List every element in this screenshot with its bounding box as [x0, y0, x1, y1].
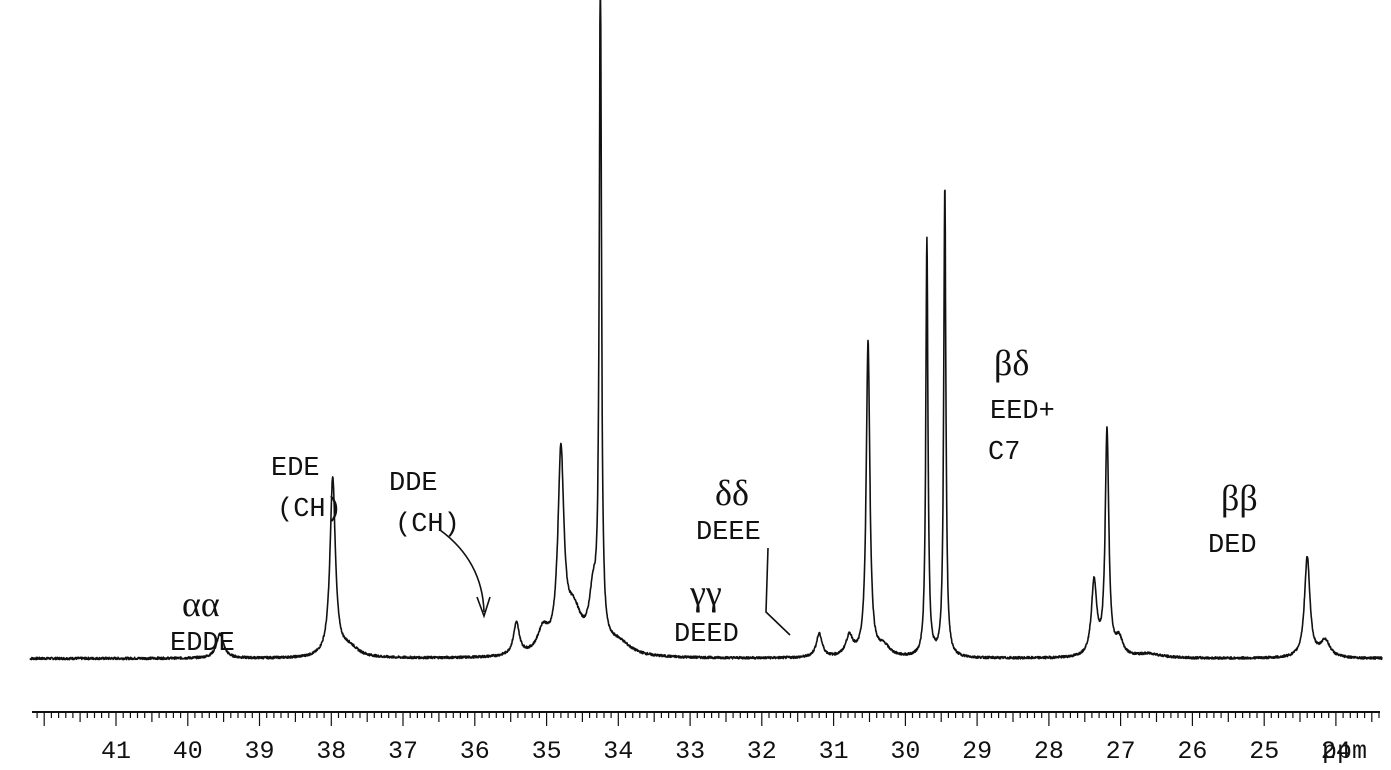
- x-axis-tick-label: 41: [101, 737, 131, 766]
- annotation-gamma-gamma: γγ DEED: [674, 573, 739, 650]
- x-axis-tick-labels: 41 40 39 38 37 36 35 34 33 32 31 30 29 28 27 26 25 24: [101, 737, 1351, 766]
- x-axis-tick-label: 31: [819, 737, 849, 766]
- x-axis-tick-label: 25: [1249, 737, 1279, 766]
- arrow-deee: [765, 547, 791, 636]
- annotation-greek-beta-beta: ββ: [1221, 478, 1258, 518]
- x-axis-tick-label: 36: [460, 737, 490, 766]
- annotation-greek-delta-delta: δδ: [715, 473, 749, 513]
- annotation-beta-delta: βδ EED+ C7: [988, 343, 1055, 468]
- annotation-dde-ch: DDE (CH): [389, 469, 491, 619]
- x-axis-tick-label: 40: [173, 737, 203, 766]
- annotation-label-deee: DEEE: [696, 518, 761, 548]
- x-axis-unit-label: ppm: [1322, 737, 1367, 766]
- arrow-dde: [439, 529, 485, 613]
- arrowhead-dde: [476, 596, 491, 619]
- x-axis-tick-label: 29: [962, 737, 992, 766]
- x-axis-tick-label: 34: [603, 737, 633, 766]
- annotation-greek-gamma-gamma: γγ: [689, 573, 722, 613]
- x-axis-tick-label: 37: [388, 737, 418, 766]
- annotation-beta-beta: ββ DED: [1208, 478, 1258, 561]
- annotation-label-ded: DED: [1208, 531, 1257, 561]
- annotation-greek-alpha-alpha: αα: [182, 584, 220, 624]
- x-axis-tick-label: 24: [1321, 737, 1351, 766]
- annotation-label-dde: DDE: [389, 469, 438, 499]
- annotation-delta-delta: δδ DEEE: [696, 473, 791, 636]
- annotation-label-c7: C7: [988, 438, 1020, 468]
- x-axis-tick-label: 39: [244, 737, 274, 766]
- spectrum-trace: [29, 0, 1383, 661]
- x-axis-minor-ticks: [36, 712, 1380, 722]
- x-axis-tick-label: 32: [747, 737, 777, 766]
- annotation-label-deed: DEED: [674, 620, 739, 650]
- x-axis-tick-label: 38: [316, 737, 346, 766]
- x-axis-tick-label: 26: [1177, 737, 1207, 766]
- x-axis-tick-label: 27: [1106, 737, 1136, 766]
- x-axis-tick-label: 33: [675, 737, 705, 766]
- x-axis-tick-label: 28: [1034, 737, 1064, 766]
- x-axis-tick-label: 30: [890, 737, 920, 766]
- x-axis-major-ticks: [43, 712, 1337, 726]
- annotation-greek-beta-delta: βδ: [994, 343, 1029, 383]
- annotation-ede-ch: EDE (CH): [271, 454, 342, 525]
- annotation-label-ede-ch: (CH): [277, 495, 342, 525]
- annotation-label-edde: EDDE: [170, 629, 235, 659]
- annotation-label-ede: EDE: [271, 454, 320, 484]
- annotation-alpha-alpha: αα EDDE: [170, 584, 235, 659]
- x-axis-tick-label: 35: [532, 737, 562, 766]
- annotation-label-eed-plus: EED+: [990, 397, 1055, 427]
- annotation-label-dde-ch: (CH): [395, 510, 460, 540]
